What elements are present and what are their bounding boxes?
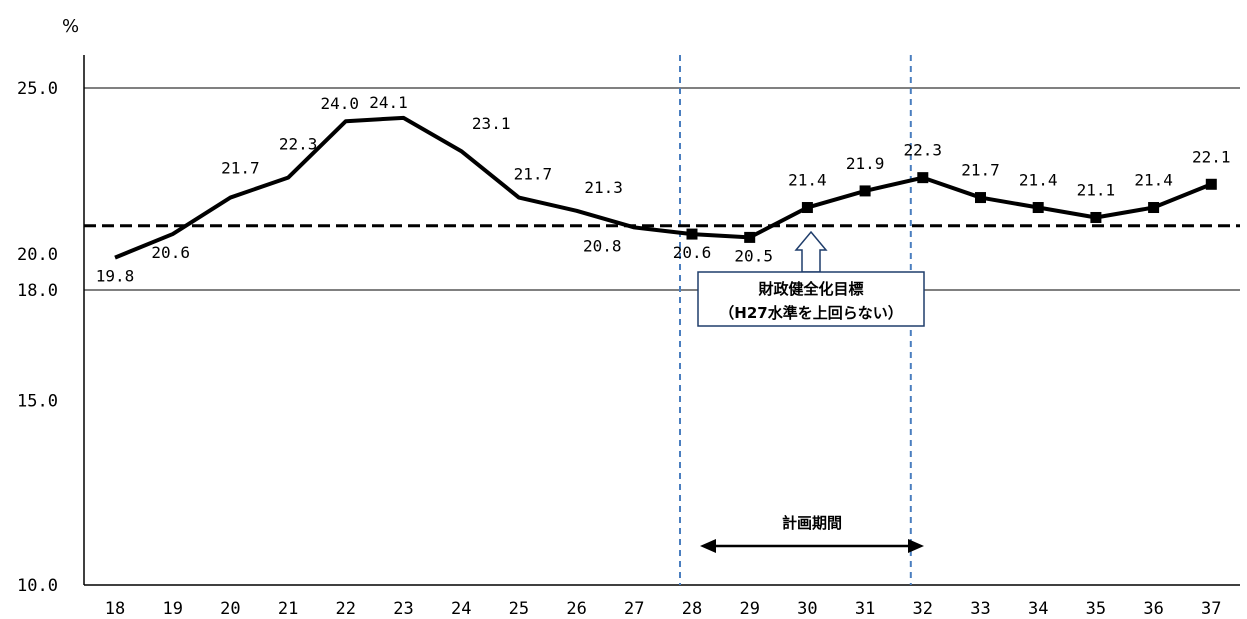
data-point-marker	[859, 185, 871, 197]
x-tick-label: 29	[739, 599, 759, 619]
data-point-marker	[1090, 211, 1102, 223]
x-tick-label: 35	[1086, 599, 1106, 619]
x-tick-label: 33	[970, 599, 990, 619]
y-unit-label: %	[62, 16, 79, 37]
plan-period-label: 計画期間	[782, 514, 842, 532]
data-point-marker	[744, 231, 756, 243]
x-tick-label: 19	[162, 599, 182, 619]
x-tick-label: 21	[278, 599, 298, 619]
data-label: 20.6	[673, 243, 712, 262]
data-label: 21.4	[1019, 171, 1058, 190]
data-point-marker	[801, 202, 813, 214]
data-label: 24.1	[369, 93, 408, 112]
data-point-marker	[975, 192, 986, 204]
x-tick-label: 37	[1201, 599, 1221, 619]
data-label: 23.1	[472, 114, 511, 133]
data-label: 21.7	[221, 159, 260, 178]
x-tick-label: 20	[220, 599, 240, 619]
series-line	[114, 115, 1213, 260]
x-tick-label: 31	[855, 599, 875, 619]
x-tick-label: 25	[509, 599, 529, 619]
x-tick-label: 23	[393, 599, 413, 619]
x-tick-label: 36	[1143, 599, 1163, 619]
data-point-marker	[917, 172, 929, 184]
data-label: 21.1	[1077, 180, 1116, 199]
y-tick-label: 15.0	[17, 392, 58, 412]
data-label: 22.3	[279, 135, 318, 154]
data-label: 20.6	[151, 243, 190, 262]
x-tick-label: 34	[1028, 599, 1048, 619]
data-label: 21.7	[514, 165, 553, 184]
x-tick-label: 28	[682, 599, 702, 619]
data-label: 21.4	[1134, 171, 1173, 190]
x-tick-label: 22	[336, 599, 356, 619]
data-label: 21.3	[584, 178, 623, 197]
y-tick-label: 18.0	[17, 281, 58, 301]
data-label: 21.7	[961, 161, 1000, 180]
data-label: 22.3	[904, 141, 943, 160]
x-tick-label: 26	[566, 599, 586, 619]
data-point-marker	[1032, 202, 1044, 214]
data-label: 22.1	[1192, 147, 1231, 166]
x-tick-label: 32	[913, 599, 933, 619]
target-annotation-line2: （H27水準を上回らない）	[719, 304, 902, 322]
data-label: 21.9	[846, 154, 885, 173]
data-point-marker	[686, 228, 698, 240]
data-point-marker	[1205, 178, 1217, 190]
x-tick-label: 18	[105, 599, 125, 619]
x-tick-label: 30	[797, 599, 817, 619]
data-point-marker	[1148, 202, 1160, 214]
data-label: 24.0	[321, 94, 360, 113]
data-label: 20.8	[583, 236, 622, 255]
target-annotation-line1: 財政健全化目標	[757, 280, 863, 298]
y-tick-label: 10.0	[17, 576, 58, 596]
data-label: 19.8	[96, 267, 135, 286]
plan-arrow-right-icon	[908, 539, 924, 553]
data-label: 21.4	[788, 171, 827, 190]
x-tick-label: 24	[451, 599, 471, 619]
x-tick-label: 27	[624, 599, 644, 619]
y-tick-label: 20.0	[17, 245, 58, 265]
y-tick-label: 25.0	[17, 79, 58, 99]
target-arrow-icon	[794, 230, 828, 273]
data-label: 20.5	[734, 246, 773, 265]
target-annotation-box	[697, 271, 925, 327]
plan-arrow-left-icon	[700, 539, 716, 553]
